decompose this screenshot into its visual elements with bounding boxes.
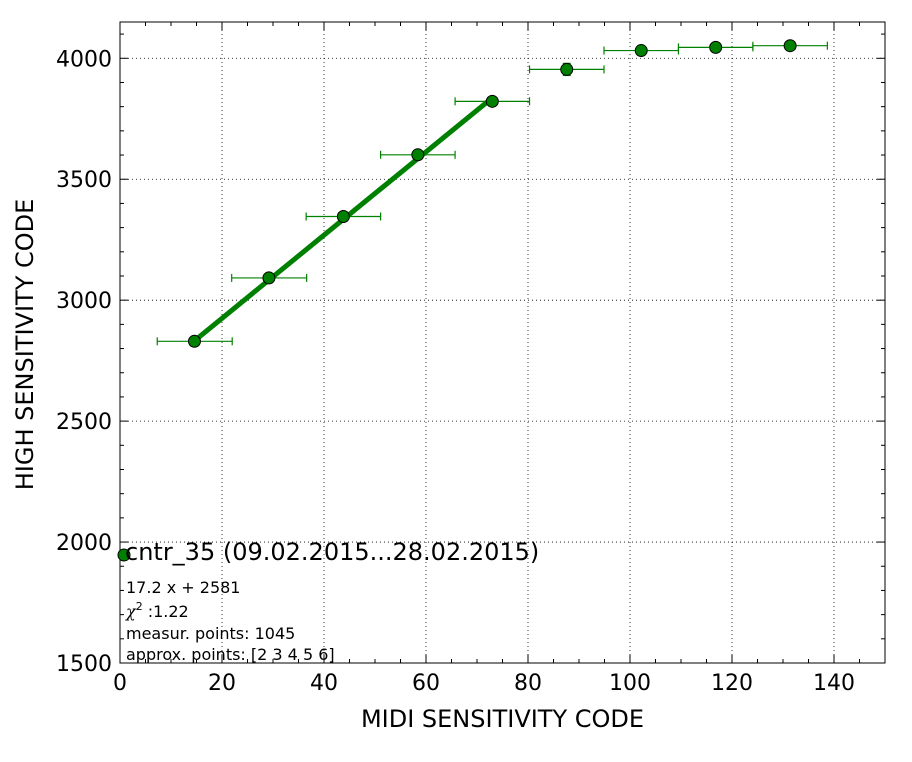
data-point <box>336 209 350 223</box>
chi-value: :1.22 <box>148 602 189 621</box>
y-tick-label: 2500 <box>56 410 112 435</box>
data-point <box>187 334 201 348</box>
x-tick-label: 120 <box>711 671 753 696</box>
chi-power: 2 <box>136 600 143 613</box>
measurement-points-text: measur. points: 1045 <box>126 624 295 643</box>
x-axis-label: MIDI SENSITIVITY CODE <box>361 705 644 733</box>
data-markers <box>187 39 797 348</box>
legend: cntr_35 (09.02.2015...28.02.2015) 17.2 x… <box>117 538 539 664</box>
y-tick-label: 1500 <box>56 652 112 677</box>
ticks <box>119 22 886 664</box>
legend-marker <box>117 548 131 562</box>
data-point <box>783 39 797 53</box>
data-point <box>634 44 648 58</box>
x-tick-label: 80 <box>514 671 542 696</box>
x-tick-label: 100 <box>609 671 651 696</box>
data-point <box>262 271 276 285</box>
y-tick-label: 3000 <box>56 289 112 314</box>
fit-equation-text: 17.2 x + 2581 <box>126 578 240 597</box>
x-tick-label: 0 <box>113 671 127 696</box>
data-point <box>411 148 425 162</box>
data-point <box>560 62 574 76</box>
y-tick-label: 4000 <box>56 47 112 72</box>
y-tick-label: 2000 <box>56 531 112 556</box>
chi-symbol: χ <box>125 602 137 621</box>
data-point <box>709 40 723 54</box>
approx-points-text: approx. points: [2 3 4 5 6] <box>126 645 335 664</box>
y-tick-label: 3500 <box>56 168 112 193</box>
chi-square-text: χ2 :1.22 <box>125 600 189 621</box>
x-tick-label: 60 <box>412 671 440 696</box>
legend-title: cntr_35 (09.02.2015...28.02.2015) <box>125 538 539 566</box>
y-axis-label: HIGH SENSITIVITY CODE <box>11 199 39 491</box>
x-tick-label: 140 <box>813 671 855 696</box>
plot-frame <box>119 21 886 664</box>
x-tick-label: 20 <box>208 671 236 696</box>
x-tick-label: 40 <box>310 671 338 696</box>
data-point <box>485 94 499 108</box>
tick-labels: 0 20 40 60 80 100 120 140 1500 2000 2500 3000 3500 40… <box>56 47 855 696</box>
